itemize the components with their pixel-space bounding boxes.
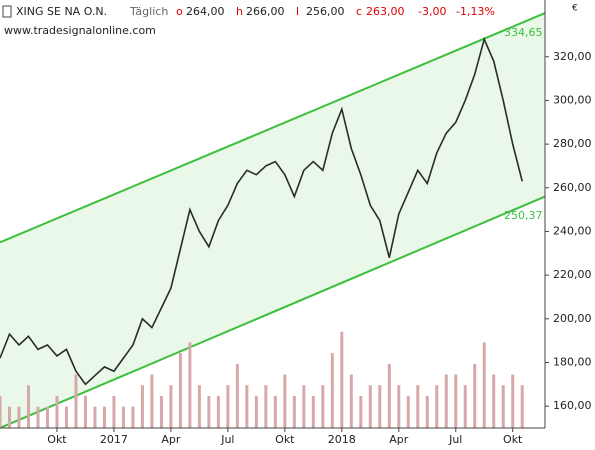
volume-bar bbox=[36, 406, 40, 428]
quote-value: 264,00 bbox=[186, 5, 225, 18]
y-tick-label: 160,00 bbox=[553, 399, 592, 412]
volume-bar bbox=[330, 353, 334, 428]
quote-value: 256,00 bbox=[306, 5, 345, 18]
y-tick-label: 200,00 bbox=[553, 312, 592, 325]
volume-bar bbox=[159, 395, 163, 428]
volume-bar bbox=[45, 406, 49, 428]
x-tick-label: Jul bbox=[220, 433, 234, 446]
volume-bar bbox=[7, 406, 11, 428]
price-line bbox=[0, 36, 523, 386]
volume-bar bbox=[226, 385, 230, 428]
quote-value: 263,00 bbox=[366, 5, 405, 18]
volume-bar bbox=[254, 395, 258, 428]
volume-bar bbox=[169, 385, 173, 428]
volume-bar bbox=[321, 385, 325, 428]
source: www.tradesignalonline.com bbox=[4, 24, 156, 37]
volume-bar bbox=[463, 385, 467, 428]
volume-bar bbox=[64, 406, 68, 428]
volume-bar bbox=[473, 363, 477, 428]
y-tick-label: 240,00 bbox=[553, 224, 592, 237]
volume-bar bbox=[501, 385, 505, 428]
volume-bar bbox=[140, 385, 144, 428]
volume-bar bbox=[0, 395, 2, 428]
x-tick-label: Okt bbox=[503, 433, 523, 446]
volume-bar bbox=[302, 385, 306, 428]
quote-key: l bbox=[296, 5, 299, 18]
volume-bar bbox=[245, 385, 249, 428]
volume-bar bbox=[349, 374, 353, 428]
y-tick-label: 300,00 bbox=[553, 93, 592, 106]
volume-bar bbox=[197, 385, 201, 428]
change: -3,00 bbox=[418, 5, 446, 18]
volume-bar bbox=[416, 385, 420, 428]
channel-upper bbox=[0, 12, 546, 244]
volume-bar bbox=[102, 406, 106, 428]
icon bbox=[2, 5, 12, 18]
channel-lower-label: 250,37 bbox=[504, 209, 543, 222]
quote-key: o bbox=[176, 5, 183, 18]
y-tick-label: 220,00 bbox=[553, 268, 592, 281]
volume-bar bbox=[406, 395, 410, 428]
channel-fill bbox=[0, 13, 545, 428]
volume-bar bbox=[55, 395, 59, 428]
volume-bar bbox=[112, 395, 116, 428]
volume-bar bbox=[216, 395, 220, 428]
currency: € bbox=[572, 4, 578, 14]
volume-bar bbox=[454, 374, 458, 428]
volume-bar bbox=[178, 353, 182, 428]
y-tick-label: 280,00 bbox=[553, 137, 592, 150]
volume-bar bbox=[17, 406, 21, 428]
volume-bar bbox=[235, 363, 239, 428]
volume-bar bbox=[511, 374, 515, 428]
volume-bar bbox=[26, 385, 30, 428]
volume-bar bbox=[482, 342, 486, 428]
volume-bar bbox=[292, 395, 296, 428]
volume-bar bbox=[273, 395, 277, 428]
volume-bar bbox=[188, 342, 192, 428]
volume-bar bbox=[150, 374, 154, 428]
volume-bar bbox=[520, 385, 524, 428]
y-tick-label: 180,00 bbox=[553, 355, 592, 368]
x-tick-label: 2018 bbox=[328, 433, 356, 446]
volume-bar bbox=[131, 406, 135, 428]
volume-bar bbox=[444, 374, 448, 428]
volume-bar bbox=[93, 406, 97, 428]
volume-bar bbox=[264, 385, 268, 428]
x-tick-label: 2017 bbox=[100, 433, 128, 446]
channel-upper-label: 334,65 bbox=[504, 26, 543, 39]
y-tick-label: 320,00 bbox=[553, 50, 592, 63]
volume-bar bbox=[340, 331, 344, 428]
volume-bar bbox=[83, 395, 87, 428]
x-tick-label: Apr bbox=[161, 433, 181, 446]
quote-key: h bbox=[236, 5, 243, 18]
volume-bar bbox=[207, 395, 211, 428]
volume-bar bbox=[397, 385, 401, 428]
instrument: XING SE NA O.N. bbox=[16, 5, 107, 18]
volume-bar bbox=[425, 395, 429, 428]
quote-value: 266,00 bbox=[246, 5, 285, 18]
volume-bar bbox=[435, 385, 439, 428]
volume-bar bbox=[359, 395, 363, 428]
volume-bar bbox=[368, 385, 372, 428]
x-tick-label: Jul bbox=[448, 433, 462, 446]
volume-bar bbox=[387, 363, 391, 428]
quote-key: c bbox=[356, 5, 362, 18]
x-tick-label: Okt bbox=[47, 433, 67, 446]
x-tick-label: Okt bbox=[275, 433, 295, 446]
volume-bar bbox=[492, 374, 496, 428]
volume-bar bbox=[74, 374, 78, 428]
volume-bar bbox=[378, 385, 382, 428]
y-tick-label: 260,00 bbox=[553, 181, 592, 194]
channel-lower bbox=[0, 195, 546, 429]
change-pct: -1,13% bbox=[456, 5, 495, 18]
volume-bar bbox=[283, 374, 287, 428]
interval: Täglich bbox=[129, 5, 168, 18]
quote: o 264,00 h 266,00 l 256,00 c 263,00 bbox=[176, 5, 405, 18]
volume-bar bbox=[311, 395, 315, 428]
x-tick-label: Apr bbox=[389, 433, 409, 446]
volume-bar bbox=[121, 406, 125, 428]
